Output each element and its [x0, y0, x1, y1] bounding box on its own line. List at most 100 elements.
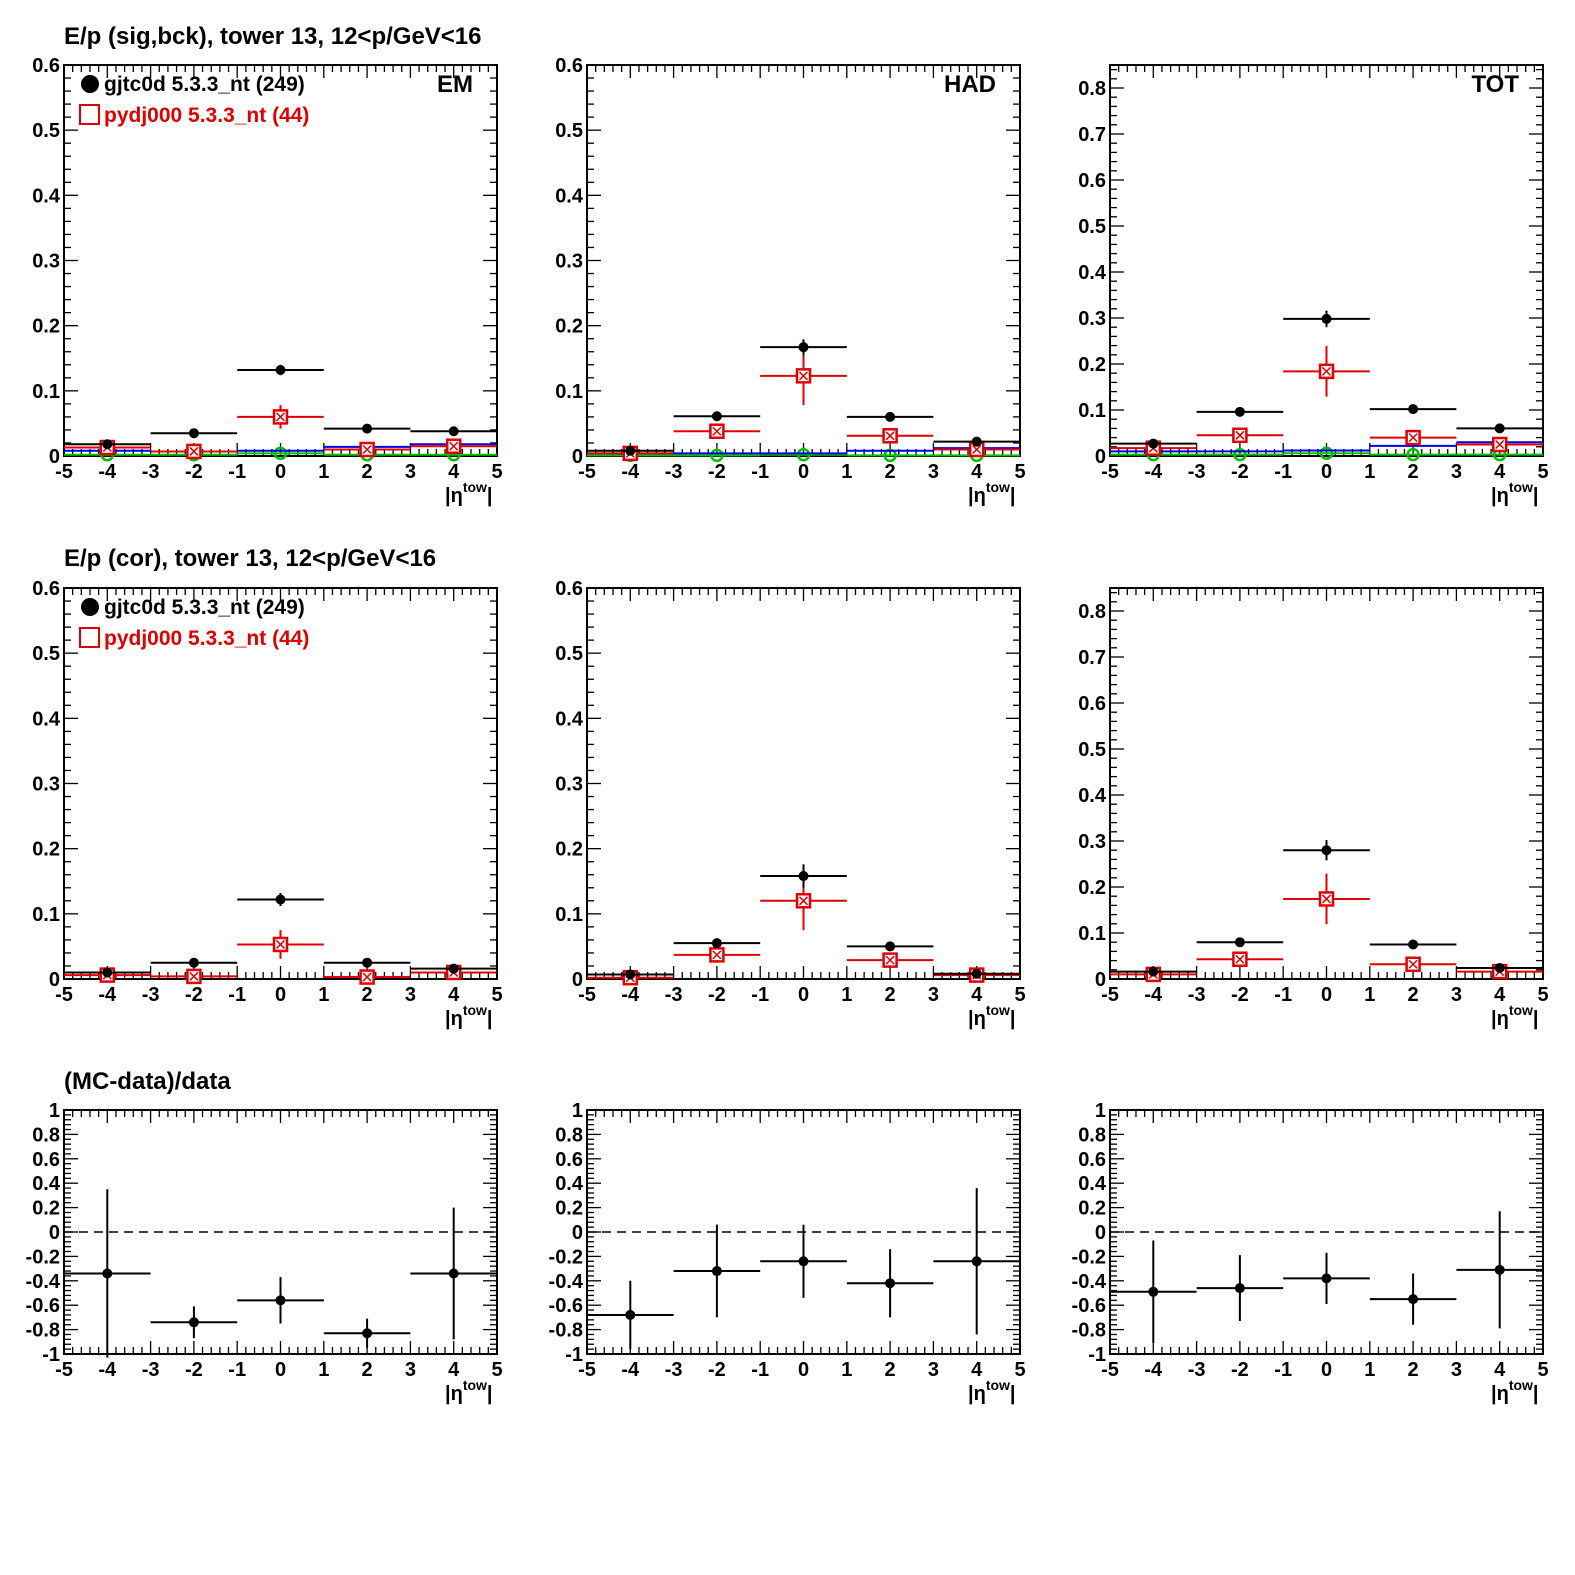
panel: -5 -4 -3 -2 -1 0 1 2 3 4 5 0 0.1 0.2 0.3 0.4 0.5 0.6 0.7 0.…	[1078, 587, 1549, 1030]
data-point	[885, 411, 896, 422]
x-tick-label: -4	[98, 461, 117, 483]
data-point	[1408, 939, 1419, 950]
row-title: (MC-data)/data	[64, 1068, 231, 1095]
x-tick-label: 0	[275, 461, 286, 483]
x-tick-label: 4	[1494, 984, 1506, 1006]
x-tick-label: -1	[751, 1359, 769, 1381]
x-tick-label: 4	[1494, 1359, 1506, 1381]
y-tick-label: -0.4	[549, 1271, 584, 1293]
y-tick-label: 0	[1095, 1222, 1106, 1244]
series-0	[64, 892, 497, 978]
data-point-cross	[1235, 954, 1245, 964]
x-tick-label: 2	[362, 984, 373, 1006]
y-tick-label: 0.4	[32, 1173, 61, 1195]
y-tick-label: 0.6	[32, 55, 60, 77]
legend-label: pydj000 5.3.3_nt (44)	[104, 627, 309, 650]
legend-label: gjtc0d 5.3.3_nt (249)	[104, 596, 305, 619]
x-tick-label: 2	[362, 1359, 373, 1381]
y-tick-label: 0.8	[1078, 601, 1106, 623]
x-tick-label: 1	[1364, 984, 1375, 1006]
data-point-cross	[189, 971, 199, 981]
data-point	[885, 1278, 896, 1289]
y-tick-label: 0.2	[555, 1198, 583, 1220]
panel: -5 -4 -3 -2 -1 0 1 2 3 4 5-1-0.8-0.6-0.4-0.200.20.…	[549, 1100, 1026, 1405]
data-point	[798, 871, 809, 882]
x-tick-label: 4	[971, 461, 983, 483]
data-point	[362, 423, 373, 434]
x-tick-label: -5	[55, 984, 73, 1006]
chart-row-2: (MC-data)/data-5 -4 -3 -2 -1 0 1 2 3 4 5-1-0.8-0.6…	[26, 1068, 1549, 1405]
row-title: E/p (cor), tower 13, 12<p/GeV<16	[64, 545, 436, 572]
series-0	[587, 339, 1020, 456]
x-tick-label: -1	[228, 984, 246, 1006]
data-point	[273, 446, 288, 461]
data-point	[971, 1256, 982, 1267]
data-point	[102, 439, 113, 450]
y-tick-label: 0.5	[1078, 739, 1106, 761]
x-tick-label: 3	[405, 461, 416, 483]
data-point	[1148, 438, 1159, 449]
y-tick-label: 0.8	[555, 1124, 583, 1146]
x-tick-label: -5	[55, 1359, 73, 1381]
x-tick-label: 0	[1321, 984, 1332, 1006]
x-tick-label: -3	[665, 984, 683, 1006]
x-tick-label: 0	[798, 461, 809, 483]
y-tick-label: 0.5	[32, 120, 60, 142]
x-axis-label: |ηtow|	[445, 479, 493, 507]
x-tick-label: 3	[928, 461, 939, 483]
data-point	[798, 342, 809, 353]
x-tick-label: -5	[55, 461, 73, 483]
x-tick-label: 5	[1537, 461, 1548, 483]
x-tick-label: -4	[1144, 1359, 1163, 1381]
x-tick-label: -4	[621, 1359, 640, 1381]
y-tick-label: -0.2	[549, 1246, 583, 1268]
x-tick-label: -5	[578, 984, 596, 1006]
x-tick-label: -2	[1231, 984, 1249, 1006]
x-tick-label: 2	[885, 1359, 896, 1381]
legend: gjtc0d 5.3.3_nt (249) pydj000 5.3.3_nt (4…	[79, 596, 309, 650]
x-tick-label: -5	[1101, 984, 1119, 1006]
y-tick-label: 0.3	[32, 774, 60, 796]
y-tick-label: 0.6	[1078, 170, 1106, 192]
x-tick-label: -1	[751, 461, 769, 483]
y-tick-label: 0.6	[555, 578, 583, 600]
data-point	[1321, 313, 1332, 324]
data-point	[188, 1317, 199, 1328]
x-axis-label: |ηtow|	[445, 1377, 493, 1405]
chart-row-0: E/p (sig,bck), tower 13, 12<p/GeV<16 -5 -4…	[32, 23, 1548, 507]
data-point-cross	[362, 972, 372, 982]
y-tick-label: 0.5	[555, 643, 583, 665]
data-point	[448, 963, 459, 974]
panel-label: HAD	[944, 71, 996, 98]
y-tick-label: 0.3	[555, 774, 583, 796]
data-point-cross	[1408, 959, 1418, 969]
data-point	[188, 428, 199, 439]
y-tick-label: -0.2	[26, 1246, 60, 1268]
x-tick-label: -5	[1101, 1359, 1119, 1381]
x-tick-label: -5	[1101, 461, 1119, 483]
y-tick-label: 0.6	[555, 1149, 583, 1171]
data-point	[971, 436, 982, 447]
legend-marker	[79, 627, 100, 648]
x-tick-label: 1	[841, 1359, 852, 1381]
x-tick-label: 2	[885, 461, 896, 483]
x-tick-label: -2	[1231, 461, 1249, 483]
x-tick-label: 3	[928, 984, 939, 1006]
x-tick-label: -3	[665, 461, 683, 483]
x-axis-label: |ηtow|	[445, 1002, 493, 1030]
data-point-cross	[275, 412, 286, 422]
plot-frame	[1109, 64, 1544, 457]
panel-label: EM	[437, 71, 473, 98]
chart-row-1: E/p (cor), tower 13, 12<p/GeV<16 -5 -4 -3 -2…	[32, 545, 1548, 1030]
data-point	[1494, 423, 1505, 434]
y-tick-label: 0.2	[32, 1198, 60, 1220]
x-tick-label: -4	[1144, 461, 1163, 483]
data-point-cross	[885, 955, 895, 965]
data-point	[1321, 1273, 1332, 1284]
y-tick-label: 0.6	[32, 578, 60, 600]
data-point-cross	[1321, 366, 1332, 376]
x-axis-label: |ηtow|	[1491, 1377, 1539, 1405]
y-tick-label: -0.6	[549, 1295, 583, 1317]
x-tick-label: 5	[1014, 1359, 1025, 1381]
